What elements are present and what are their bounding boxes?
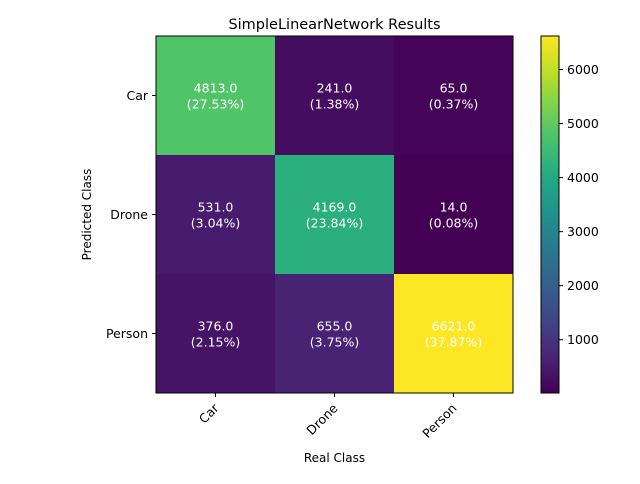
cell-value-label: 65.0 <box>440 81 468 96</box>
chart-title: SimpleLinearNetwork Results <box>228 17 440 33</box>
colorbar-fill <box>541 36 559 393</box>
cell-value-label: 376.0 <box>198 319 234 334</box>
colorbar-tick-label: 1000 <box>567 332 599 347</box>
cell-percent-label: (27.53%) <box>187 97 244 112</box>
cell-value-label: 14.0 <box>440 200 468 215</box>
heatmap-cell <box>394 274 513 393</box>
cell-percent-label: (23.84%) <box>306 216 363 231</box>
heatmap-cells <box>156 36 513 393</box>
cell-value-label: 655.0 <box>317 319 353 334</box>
cell-value-label: 531.0 <box>198 200 234 215</box>
colorbar-tick-label: 5000 <box>567 116 599 131</box>
cell-percent-label: (37.87%) <box>425 335 482 350</box>
heatmap-cell <box>394 36 513 155</box>
colorbar-tick-label: 4000 <box>567 170 599 185</box>
y-axis-label: Predicted Class <box>80 169 94 261</box>
colorbar-tick-label: 2000 <box>567 278 599 293</box>
y-tick-label: Person <box>106 326 148 341</box>
heatmap-cell <box>156 274 275 393</box>
heatmap-cell-labels: 4813.0(27.53%) 241.0(1.38%) 65.0(0.37%) 531… <box>187 81 482 350</box>
cell-percent-label: (3.04%) <box>191 216 240 231</box>
heatmap-cell <box>275 274 394 393</box>
heatmap-cell <box>275 155 394 274</box>
colorbar-frame <box>540 35 560 394</box>
y-tick-label: Drone <box>110 207 148 222</box>
x-axis-label: Real Class <box>304 451 365 465</box>
cell-percent-label: (0.37%) <box>429 97 478 112</box>
heatmap-cell <box>156 36 275 155</box>
x-axis: Car Drone Person <box>196 393 460 441</box>
cell-percent-label: (1.38%) <box>310 97 359 112</box>
colorbar: 1000 2000 3000 4000 5000 6000 <box>540 35 599 394</box>
cell-percent-label: (0.08%) <box>429 216 478 231</box>
heatmap-cell <box>156 155 275 274</box>
heatmap-cell <box>394 155 513 274</box>
x-tick-label: Drone <box>303 400 341 438</box>
cell-percent-label: (2.15%) <box>191 335 240 350</box>
colorbar-tick-label: 3000 <box>567 224 599 239</box>
y-axis: Car Drone Person <box>106 88 156 341</box>
heatmap-cell <box>275 36 394 155</box>
colorbar-tick-label: 6000 <box>567 62 599 77</box>
cell-value-label: 4169.0 <box>313 200 357 215</box>
cell-value-label: 6621.0 <box>432 319 476 334</box>
cell-percent-label: (3.75%) <box>310 335 359 350</box>
y-tick-label: Car <box>126 88 148 103</box>
cell-value-label: 4813.0 <box>194 81 238 96</box>
x-tick-label: Car <box>196 400 222 426</box>
cell-value-label: 241.0 <box>317 81 353 96</box>
x-tick-label: Person <box>419 401 459 441</box>
colorbar-ticks: 1000 2000 3000 4000 5000 6000 <box>559 62 599 347</box>
